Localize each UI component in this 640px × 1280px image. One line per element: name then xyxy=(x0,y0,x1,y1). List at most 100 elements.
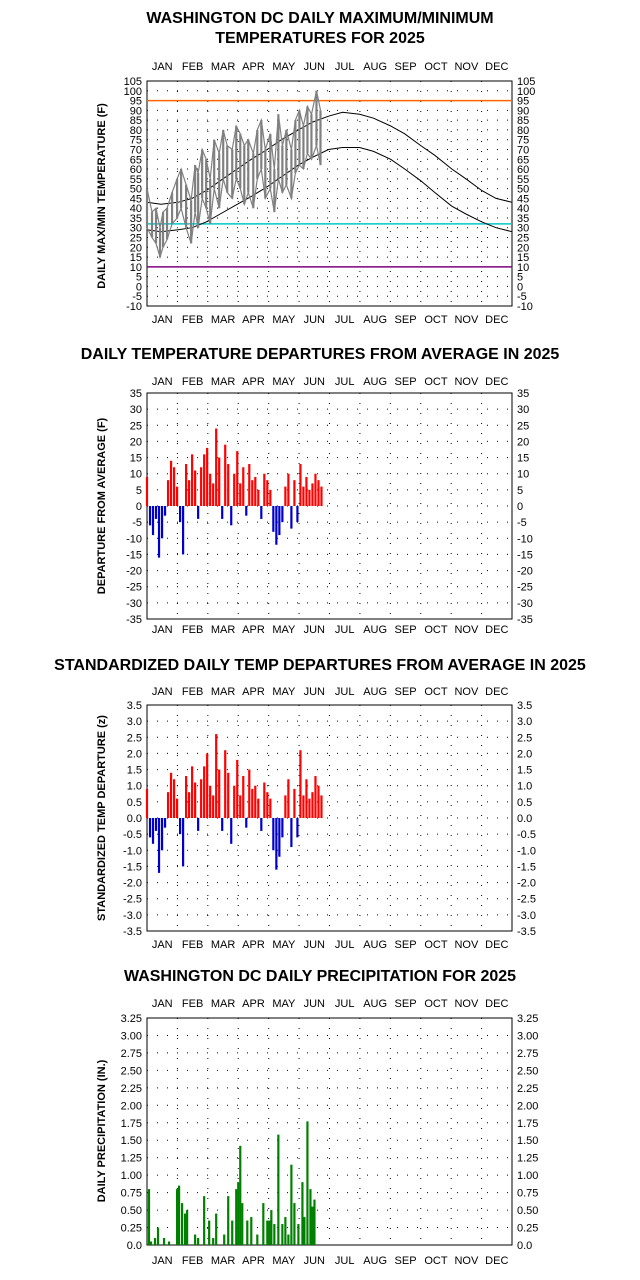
chart1-ytick-label-right: 50 xyxy=(517,184,529,196)
chart1-ytick-label-right: 90 xyxy=(517,105,529,117)
chart1-ytick-label-left: 80 xyxy=(130,125,142,137)
chart4-bar xyxy=(208,1220,211,1245)
chart3-bar xyxy=(154,818,158,831)
chart2-month-label-bottom: DEC xyxy=(485,624,508,636)
chart2-ytick-label-right: 0 xyxy=(517,501,523,513)
chart2-bar xyxy=(290,506,293,529)
chart3-month-label-top: APR xyxy=(242,686,265,698)
chart2-month-label-top: APR xyxy=(242,376,265,388)
chart4-ytick-label-left: 0.0 xyxy=(127,1240,142,1252)
chart4-bar xyxy=(293,1203,296,1245)
chart4-ytick-label-right: 2.00 xyxy=(517,1100,538,1112)
chart2-bar xyxy=(227,464,230,506)
chart4-ytick-label-left: 0.50 xyxy=(121,1205,142,1217)
chart3-bar xyxy=(311,792,314,818)
chart4-bar xyxy=(147,1189,151,1245)
chart1-ytick-label-left: 35 xyxy=(130,213,142,225)
chart2-bar xyxy=(145,476,149,506)
chart1-ytick-label-right: 10 xyxy=(517,262,529,274)
chart3-ytick-label-right: 3.0 xyxy=(517,716,532,728)
chart2-month-label-bottom: OCT xyxy=(424,624,448,636)
chart2-bar xyxy=(163,506,167,516)
chart2-ytick-label-right: 15 xyxy=(517,453,529,465)
chart3-bar xyxy=(224,750,227,818)
chart2-bar xyxy=(281,506,284,523)
chart4-bar xyxy=(212,1238,215,1245)
chart3-month-label-top: JUL xyxy=(335,686,355,698)
chart3-bar xyxy=(203,766,206,818)
chart3-ytick-label-left: 0.5 xyxy=(127,797,142,809)
chart4-month-label-bottom: JAN xyxy=(152,1255,173,1267)
chart2-bar xyxy=(320,486,323,506)
chart1-ytick-label-right: -5 xyxy=(517,291,527,303)
chart2-month-label-bottom: MAY xyxy=(272,624,296,636)
chart3-month-label-top: FEB xyxy=(182,686,203,698)
chart3-bar xyxy=(209,785,212,818)
chart3-month-label-bottom: NOV xyxy=(454,939,479,951)
chart4-bar xyxy=(277,1134,280,1245)
chart2-ytick-label-right: -30 xyxy=(517,598,533,610)
chart4-ytick-label-right: 3.25 xyxy=(517,1013,538,1025)
chart2-bar xyxy=(212,483,215,506)
chart3-month-label-top: MAR xyxy=(211,686,236,698)
chart1-title-line1: WASHINGTON DC DAILY MAXIMUM/MINIMUM xyxy=(146,10,494,27)
chart1-month-label-top: OCT xyxy=(424,61,448,73)
chart2-bar xyxy=(178,506,182,523)
chart4-month-label-top: MAR xyxy=(211,998,236,1010)
chart3-ytick-label-right: 0.5 xyxy=(517,797,532,809)
chart1-month-label-bottom: JUL xyxy=(335,314,355,326)
chart4-month-label-bottom: SEP xyxy=(395,1255,417,1267)
chart3-bar xyxy=(308,798,311,818)
chart4-bar xyxy=(306,1121,309,1245)
chart1-month-label-top: FEB xyxy=(182,61,203,73)
chart4-ytick-label-left: 1.00 xyxy=(121,1170,142,1182)
chart3-bar xyxy=(163,818,167,828)
chart4-ytick-label-left: 1.25 xyxy=(121,1153,142,1165)
chart2-bar xyxy=(260,506,263,519)
chart2-bar xyxy=(166,480,170,506)
chart4-bar xyxy=(287,1234,290,1245)
chart3-bar xyxy=(160,818,164,851)
chart2-ytick-label-left: -35 xyxy=(126,614,142,626)
chart2-month-label-top: AUG xyxy=(363,376,387,388)
chart3-bar xyxy=(218,769,221,818)
chart4-bar xyxy=(297,1224,300,1245)
chart3-bar xyxy=(266,792,269,818)
chart2-bar xyxy=(188,480,191,506)
chart4-month-label-bottom: JUN xyxy=(304,1255,325,1267)
chart1-ytick-label-left: 90 xyxy=(130,105,142,117)
chart3-bar xyxy=(230,818,233,844)
chart2-bar xyxy=(287,473,290,506)
chart2-ytick-label-right: -5 xyxy=(517,517,527,529)
chart1-month-label-bottom: APR xyxy=(242,314,265,326)
chart3-bar xyxy=(188,792,191,818)
chart3-month-label-bottom: OCT xyxy=(424,939,448,951)
chart4-bar xyxy=(177,1185,181,1245)
chart4-month-label-bottom: FEB xyxy=(182,1255,203,1267)
chart4-bar xyxy=(186,1210,189,1245)
chart3-bar xyxy=(269,798,272,818)
chart1-ytick-label-right: -10 xyxy=(517,301,533,313)
chart3-bar xyxy=(263,782,266,818)
chart3-bar xyxy=(169,772,173,818)
chart3-ytick-label-right: 3.5 xyxy=(517,700,532,712)
chart4-bar xyxy=(309,1189,312,1245)
chart4-bar xyxy=(290,1164,293,1245)
chart1-month-label-top: JUL xyxy=(335,61,355,73)
chart3-bar xyxy=(248,769,251,818)
chart2-bar xyxy=(299,464,302,506)
chart3-ytick-label-left: 3.5 xyxy=(127,700,142,712)
chart1-ytick-label-right: 100 xyxy=(517,86,535,98)
chart3-bar xyxy=(185,776,188,818)
chart3-ytick-label-left: 2.0 xyxy=(127,748,142,760)
chart4-ytick-label-left: 3.25 xyxy=(121,1013,142,1025)
chart4-bar xyxy=(175,1189,179,1245)
chart4-bar xyxy=(237,1182,240,1245)
chart4-month-label-bottom: JUL xyxy=(335,1255,355,1267)
chart3-ytick-label-left: -1.0 xyxy=(123,845,142,857)
chart1-ytick-label-left: 5 xyxy=(136,272,142,284)
chart2-ytick-label-left: -15 xyxy=(126,549,142,561)
chart2-bar xyxy=(302,486,305,506)
chart2-ytick-label-right: 35 xyxy=(517,388,529,400)
chart3-bar xyxy=(191,766,194,818)
